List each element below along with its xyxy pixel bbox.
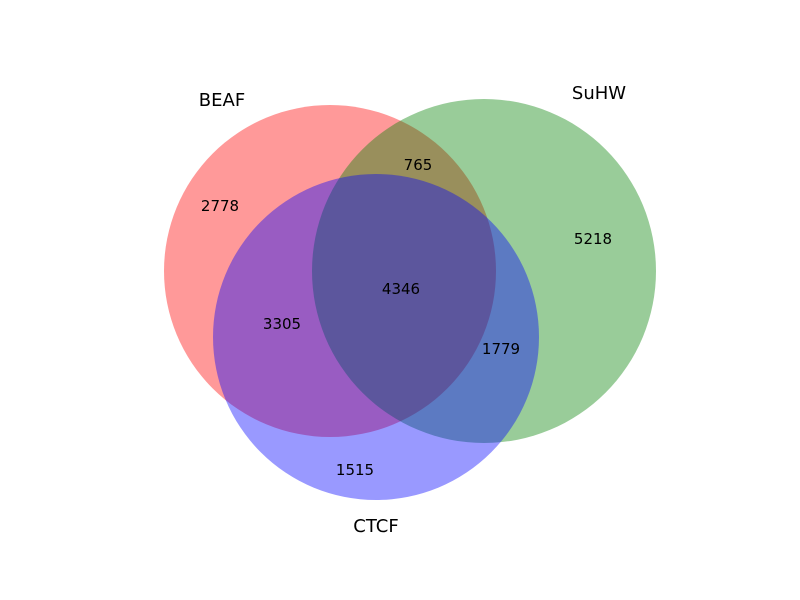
set-label-beaf: BEAF [199, 90, 245, 111]
region-label-suhw-only: 5218 [574, 230, 612, 248]
set-circle-suhw [312, 99, 656, 443]
set-label-suhw: SuHW [572, 83, 626, 104]
region-label-beaf-ctcf: 3305 [263, 315, 301, 333]
region-label-all-three: 4346 [382, 280, 420, 298]
region-label-beaf-suhw: 765 [404, 156, 433, 174]
set-label-ctcf: CTCF [353, 516, 398, 537]
region-label-ctcf-only: 1515 [336, 461, 374, 479]
region-label-beaf-only: 2778 [201, 197, 239, 215]
region-label-suhw-ctcf: 1779 [482, 340, 520, 358]
set-circle-beaf [164, 105, 496, 437]
set-circle-ctcf [213, 174, 539, 500]
